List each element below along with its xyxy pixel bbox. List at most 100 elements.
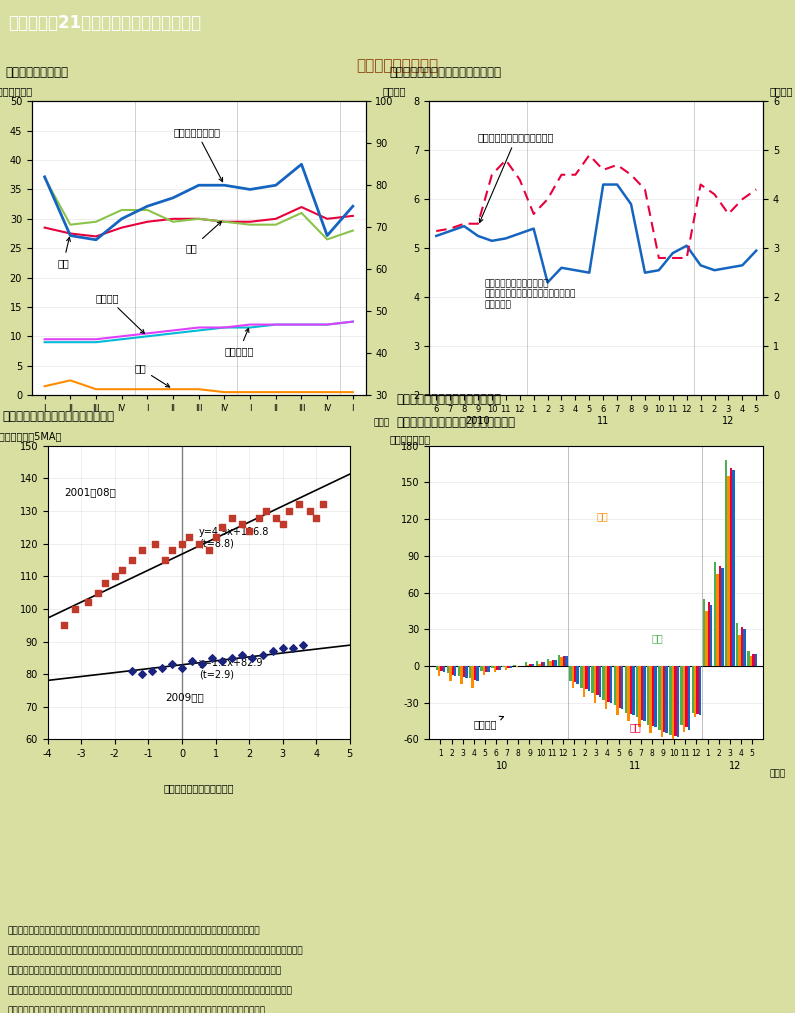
Bar [476,667,479,681]
Text: 12: 12 [729,761,742,771]
Bar [510,667,512,669]
Text: （備考）　１．国土交通省「建築着工統計」「建設労働需給調査」、住宅金融支援機構資料により作成。: （備考） １．国土交通省「建築着工統計」「建設労働需給調査」、住宅金融支援機構資… [8,926,261,935]
Bar [641,667,643,720]
Bar [727,476,730,667]
Point [192,536,205,552]
Text: 2001～08年: 2001～08年 [64,486,116,496]
Text: 共同建分譲: 共同建分譲 [224,328,254,356]
Bar [705,611,708,667]
Point [286,640,299,656]
Bar [569,667,572,681]
Bar [661,667,663,737]
Point [297,637,309,653]
Bar [443,667,445,673]
Text: 2010: 2010 [466,416,491,426]
Point [310,510,323,526]
Text: のギャップを加味し、さらに申請戸数の振れを除くため、４ヶ月遅行かつ２ヶ月移動平均を利用。: のギャップを加味し、さらに申請戸数の振れを除くため、４ヶ月遅行かつ２ヶ月移動平均… [8,966,282,976]
Bar [732,470,735,667]
Text: ２．（２）について、住宅エコポイント申請戸数は、申請が住宅完成後に行われることから、着工から完成まで: ２．（２）について、住宅エコポイント申請戸数は、申請が住宅完成後に行われることか… [8,946,304,955]
Text: 住宅着工戸数（持家＋貸家）: 住宅着工戸数（持家＋貸家） [478,133,554,223]
Text: y=1.2x+82.9
(t=2.9): y=1.2x+82.9 (t=2.9) [199,657,263,680]
Point [126,552,138,568]
Bar [449,667,452,681]
Bar [625,667,627,712]
Bar [607,667,610,702]
Bar [547,658,549,667]
Bar [650,667,652,733]
Point [165,656,178,673]
Bar [465,667,467,679]
Bar [743,629,746,667]
Bar [630,667,632,714]
Bar [505,667,507,670]
Bar [469,667,471,679]
Bar [605,667,607,709]
Text: （期）: （期） [374,418,390,427]
Text: （前年比、％）: （前年比、％） [390,434,430,444]
Bar [647,667,650,725]
Bar [480,667,483,671]
Point [145,663,158,679]
Bar [703,599,705,667]
Text: 戸建分譲: 戸建分譲 [96,293,145,333]
Point [196,656,208,673]
Point [126,663,138,679]
Bar [591,667,594,693]
Bar [643,667,646,721]
Bar [719,565,721,667]
Point [270,510,282,526]
Point [246,649,259,666]
Text: 貸家: 貸家 [186,222,222,253]
Text: （３）建設労働過不足率と住宅着工: （３）建設労働過不足率と住宅着工 [2,410,114,423]
Point [303,502,316,519]
Bar [627,667,630,721]
Bar [725,460,727,667]
Bar [596,667,599,695]
Bar [554,659,556,667]
Point [206,649,219,666]
Bar [585,667,588,689]
Bar [541,663,543,667]
Bar [536,661,538,667]
Bar [710,605,712,667]
Point [277,516,289,532]
Bar [483,667,485,675]
Bar [658,667,661,729]
Text: （２）住宅エコポイントと住宅着工: （２）住宅エコポイントと住宅着工 [390,66,501,79]
Bar [583,667,585,697]
Bar [491,667,494,669]
Text: 給与: 給与 [134,364,169,387]
Bar [636,667,638,717]
Point [182,529,195,545]
Bar [588,667,590,691]
Bar [543,663,545,667]
Bar [447,667,449,674]
Point [135,667,148,683]
Bar [663,667,665,732]
Bar [621,667,623,709]
Point [176,536,188,552]
Text: 持家: 持家 [57,237,71,267]
Bar [532,664,534,667]
Bar [694,667,696,717]
Bar [565,656,568,667]
Point [236,516,249,532]
Point [176,659,188,676]
Point [156,659,169,676]
Point [226,510,238,526]
Point [58,617,71,633]
Bar [549,661,552,667]
Bar [632,667,634,715]
Bar [572,667,574,688]
Bar [502,667,505,668]
Bar [558,655,560,667]
Bar [721,568,723,667]
Bar [527,665,529,667]
Point [209,529,222,545]
Bar [514,665,516,667]
Point [293,496,306,513]
Bar [552,659,554,667]
Text: 12: 12 [722,416,735,426]
Bar [463,667,465,677]
Text: 11: 11 [629,761,642,771]
